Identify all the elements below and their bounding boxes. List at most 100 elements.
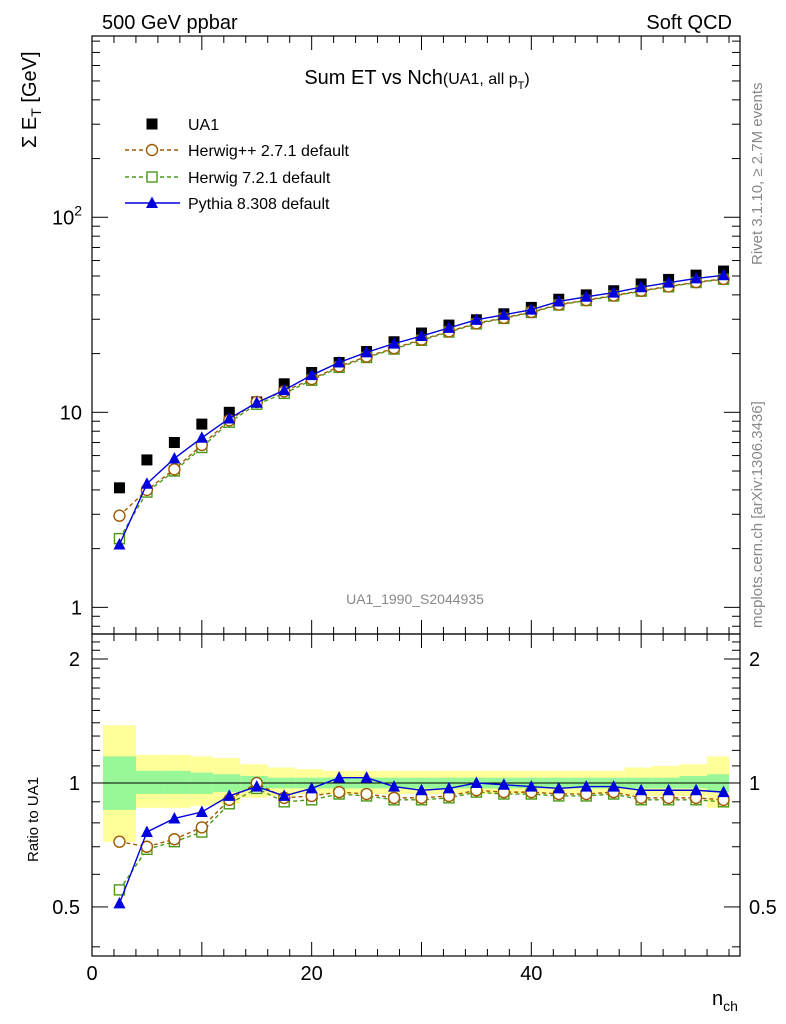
pythia-8-308-default-ratio-point — [168, 811, 181, 824]
pythia-8-308-default-ratio-point — [223, 789, 236, 801]
pythia-8-308-default-ratio-point — [580, 780, 593, 792]
pythia-8-308-default-ratio-point — [278, 789, 291, 801]
herwig-2-7-1-default-ratio-point — [168, 833, 181, 846]
herwig-2-7-1-default-line — [118, 278, 724, 517]
herwig-2-7-1-default-point — [113, 509, 126, 522]
pythia-8-308-default-point — [195, 431, 208, 443]
y-axis-label: Σ ET [GeV] — [19, 51, 44, 148]
pythia-8-308-default-ratio-point — [140, 825, 153, 838]
herwig-2-7-1-default-ratio-point — [113, 835, 126, 848]
pythia-8-308-default-point — [360, 345, 373, 358]
pythia-8-308-default-point — [168, 451, 181, 464]
ratio-plot-frame — [91, 633, 741, 957]
legend-marker-ua1 — [146, 118, 158, 130]
stat-uncertainty-band — [135, 770, 164, 795]
pythia-8-308-default-ratio-point — [113, 896, 126, 909]
pythia-8-308-default-point — [580, 290, 593, 302]
y-tick-label: 102 — [52, 202, 82, 229]
pythia-8-308-default-point — [333, 356, 346, 368]
ua1-point — [113, 482, 125, 494]
stat-uncertainty-band — [679, 775, 708, 789]
stat-uncertainty-band — [163, 770, 191, 795]
herwig-2-7-1-default-ratio-point — [332, 785, 346, 799]
pythia-8-308-default-line — [118, 274, 724, 545]
pythia-8-308-default-point — [525, 303, 538, 315]
herwig-2-7-1-default-ratio-point — [195, 821, 209, 834]
pythia-8-308-default-ratio-point — [388, 780, 401, 792]
pythia-8-308-default-ratio-point — [442, 781, 455, 794]
pythia-8-308-default-ratio-point — [552, 781, 565, 794]
ratio-tick-label-right: 2 — [749, 649, 760, 671]
herwig-2-7-1-default-point — [168, 463, 181, 476]
pythia-8-308-default-ratio-point — [635, 783, 648, 796]
pythia-8-308-default-point — [250, 396, 263, 408]
pythia-8-308-default-point — [552, 294, 565, 307]
x-tick-label: 20 — [301, 963, 323, 985]
pythia-8-308-default-point — [635, 280, 648, 293]
legend-label-pythia-8-308-default: Pythia 8.308 default — [188, 196, 330, 213]
pythia-8-308-default-ratio-point — [525, 780, 538, 792]
pythia-8-308-default-ratio-point — [415, 783, 428, 796]
ratio-tick-label-left: 2 — [69, 649, 80, 671]
legend-marker-herwig-2-7-1-default — [145, 143, 159, 157]
x-tick-label: 40 — [520, 963, 542, 985]
pythia-8-308-default-ratio-point — [470, 776, 483, 788]
ratio-series — [113, 771, 730, 909]
chart-title: Sum ET vs Nch(UA1, all pT) — [304, 67, 529, 92]
ratio-tick-label-left: 1 — [69, 773, 80, 795]
x-axis-label: nch — [712, 988, 738, 1014]
pythia-8-308-default-point — [607, 286, 620, 298]
pythia-8-308-default-point — [442, 321, 455, 333]
pythia-8-308-default-point — [113, 537, 126, 550]
ratio-tick-label-right: 1 — [749, 773, 760, 795]
pythia-8-308-default-ratio-point — [690, 783, 703, 796]
ua1-point — [141, 454, 153, 466]
pythia-8-308-default-ratio-point — [360, 771, 373, 783]
pythia-8-308-default-point — [690, 271, 703, 284]
pythia-8-308-default-ratio-point — [717, 785, 730, 798]
ua1-point — [196, 418, 208, 430]
legend-label-herwig-7-2-1-default: Herwig 7.2.1 default — [188, 170, 331, 187]
herwig-2-7-1-default-ratio-point — [360, 787, 373, 801]
mcplots-credit: mcplots.cern.ch [arXiv:1306.3436] — [749, 401, 766, 628]
y-tick-label: 10 — [60, 402, 82, 424]
rivet-credit: Rivet 3.1.10, ≥ 2.7M events — [749, 83, 766, 266]
legend-marker-herwig-7-2-1-default — [146, 171, 158, 183]
tick-labels: 0 20 40 1 10 102 0.5 0.5 1 1 2 2 — [52, 202, 777, 985]
pythia-8-308-default-ratio-point — [250, 780, 263, 792]
herwig-2-7-1-default-ratio-point — [387, 791, 401, 805]
pythia-8-308-default-ratio-point — [497, 778, 510, 790]
main-series — [113, 265, 730, 550]
pythia-8-308-default-ratio-point — [333, 771, 346, 783]
pythia-8-308-default-point — [415, 329, 428, 342]
pythia-8-308-default-ratio-point — [195, 805, 208, 818]
herwig-7-2-1-default-line — [118, 278, 724, 540]
pythia-8-308-default-ratio-point — [305, 781, 318, 794]
x-tick-label: 0 — [86, 963, 97, 985]
pythia-8-308-default-point — [662, 276, 675, 288]
header-left-label: 500 GeV ppbar — [102, 12, 238, 34]
pythia-8-308-default-point — [140, 477, 153, 489]
legend-label-ua1: UA1 — [188, 117, 219, 134]
pythia-8-308-default-point — [497, 308, 510, 320]
legend-label-herwig-2-7-1-default: Herwig++ 2.7.1 default — [188, 143, 350, 160]
y-tick-label: 1 — [71, 597, 82, 619]
pythia-8-308-default-ratio-point — [662, 783, 675, 796]
pythia-8-308-default-point — [223, 411, 236, 424]
pythia-8-308-default-point — [278, 383, 291, 396]
herwig-2-7-1-default-ratio-line — [119, 782, 724, 848]
ratio-y-axis-label: Ratio to UA1 — [25, 777, 42, 862]
legend-marker-pythia-8-308-default — [146, 196, 158, 208]
analysis-watermark: UA1_1990_S2044935 — [346, 591, 484, 607]
ratio-tick-label-right: 0.5 — [749, 897, 777, 919]
pythia-8-308-default-ratio-point — [607, 780, 620, 792]
pythia-8-308-default-point — [388, 337, 401, 349]
pythia-8-308-default-point — [717, 268, 730, 281]
header-right-label: Soft QCD — [646, 12, 732, 34]
pythia-8-308-default-point — [470, 313, 483, 325]
legend: UA1 Herwig++ 2.7.1 default Herwig 7.2.1 de… — [125, 117, 350, 213]
ua1-point — [168, 437, 180, 449]
pythia-8-308-default-point — [305, 368, 318, 381]
ratio-tick-label-left: 0.5 — [52, 897, 80, 919]
